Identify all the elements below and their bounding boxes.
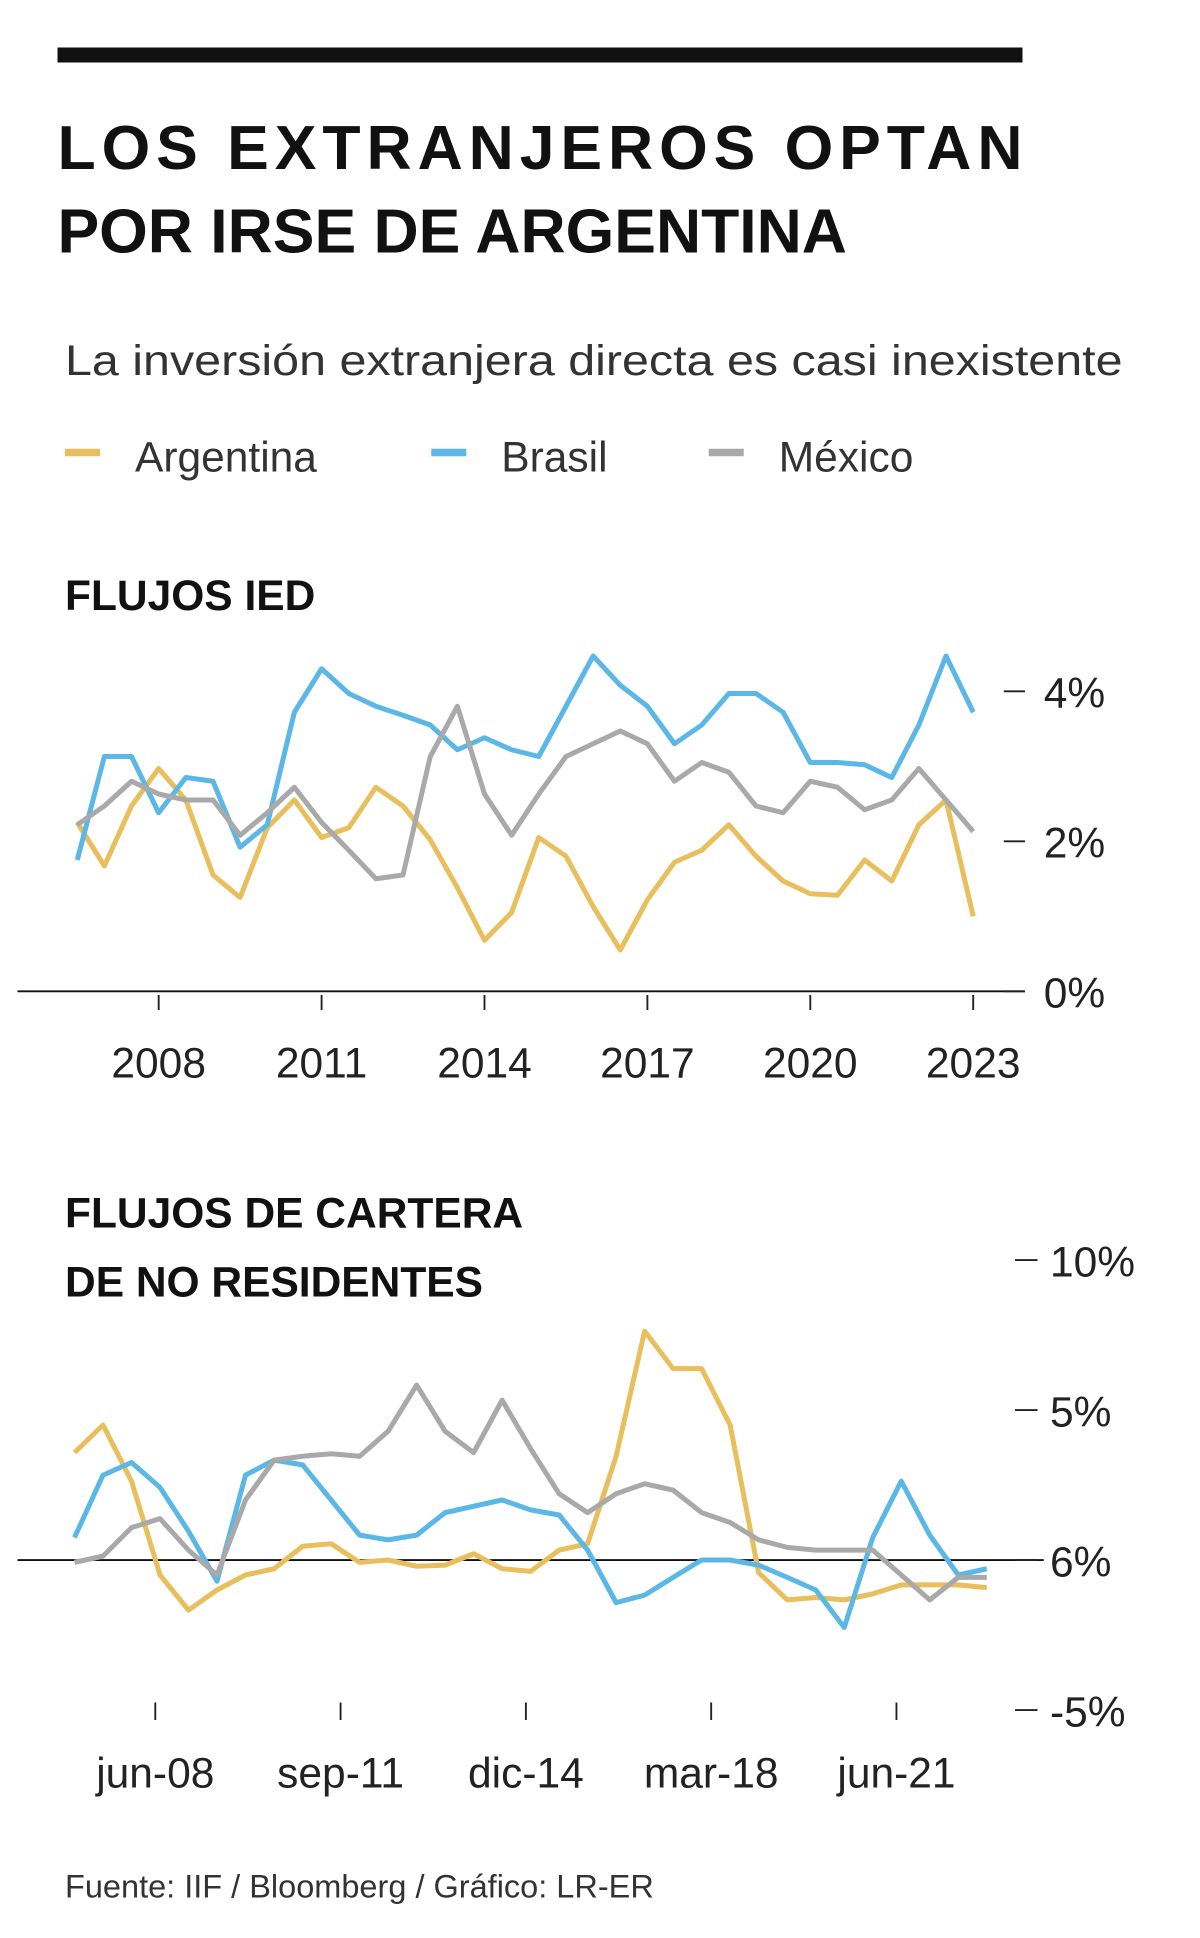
- title-line: LOS EXTRANJEROS OPTAN: [58, 113, 1023, 183]
- series-line: [73, 1382, 987, 1603]
- y-tick-label: -5%: [1050, 1689, 1126, 1736]
- legend-label: Brasil: [501, 434, 607, 481]
- subtitle: La inversión extranjera directa es casi …: [65, 338, 1123, 385]
- legend-label: México: [779, 434, 914, 481]
- x-tick-label: 2020: [763, 1041, 858, 1088]
- x-tick-label: jun-08: [94, 1751, 214, 1798]
- series-line: [74, 653, 976, 861]
- x-tick-label: sep-11: [277, 1751, 404, 1798]
- y-tick-label: 5%: [1050, 1389, 1111, 1436]
- title-line: POR IRSE DE ARGENTINA: [58, 197, 847, 267]
- y-tick-label: 6%: [1050, 1539, 1111, 1586]
- x-tick-label: 2014: [437, 1041, 532, 1088]
- x-tick-label: 2017: [600, 1041, 695, 1088]
- y-tick-label: 4%: [1044, 671, 1105, 718]
- chart-title: FLUJOS DE CARTERA: [65, 1191, 523, 1238]
- series-line: [72, 1328, 987, 1613]
- x-tick-label: 2023: [926, 1041, 1021, 1088]
- y-tick-label: 2%: [1044, 821, 1105, 868]
- x-tick-label: mar-18: [644, 1751, 779, 1798]
- chart-title: FLUJOS IED: [65, 573, 315, 620]
- legend-label: Argentina: [135, 434, 317, 481]
- chart-title: DE NO RESIDENTES: [65, 1259, 483, 1306]
- x-tick-label: dic-14: [468, 1751, 584, 1798]
- series-line: [75, 703, 976, 882]
- x-tick-label: 2011: [276, 1041, 367, 1088]
- series-line: [75, 765, 976, 953]
- x-tick-label: 2008: [111, 1041, 206, 1088]
- source: Fuente: IIF / Bloomberg / Gráfico: LR-ER: [65, 1869, 654, 1905]
- top-bar: [57, 47, 1023, 63]
- series-line: [72, 1457, 988, 1630]
- y-tick-label: 10%: [1050, 1239, 1135, 1286]
- y-tick-label: 0%: [1044, 971, 1105, 1018]
- x-tick-label: jun-21: [835, 1751, 955, 1798]
